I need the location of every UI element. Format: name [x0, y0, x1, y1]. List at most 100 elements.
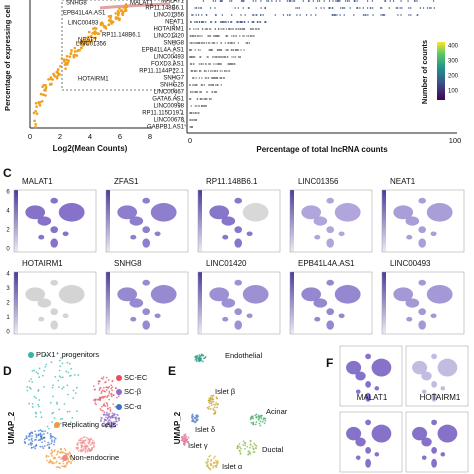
count-dot — [193, 91, 195, 93]
cell — [101, 389, 104, 392]
cell — [187, 441, 190, 443]
count-dot — [208, 63, 210, 65]
cell-cluster — [142, 197, 150, 204]
cell — [41, 441, 44, 444]
count-dot — [214, 91, 217, 93]
cell — [31, 406, 34, 408]
cell — [195, 414, 198, 417]
count-dot — [221, 56, 223, 58]
cell — [56, 403, 58, 405]
cell-cluster — [50, 226, 58, 234]
cell — [214, 403, 217, 406]
cell — [210, 464, 212, 467]
count-dot — [430, 7, 432, 9]
dot — [86, 42, 90, 46]
cell-cluster — [421, 389, 427, 394]
count-dot — [222, 77, 225, 79]
cell — [107, 386, 110, 389]
count-dot — [195, 77, 197, 79]
cell — [102, 376, 105, 378]
cell — [111, 422, 114, 425]
count-dot — [329, 7, 331, 9]
count-dot — [205, 14, 208, 16]
count-dot — [194, 49, 196, 51]
cell-cluster — [412, 426, 428, 441]
count-dot — [381, 7, 383, 9]
dot — [49, 83, 53, 86]
cell — [80, 446, 83, 449]
cell — [30, 444, 33, 446]
cell — [37, 389, 40, 392]
cell — [112, 421, 115, 424]
cell-cluster — [418, 238, 427, 248]
cell — [110, 424, 113, 427]
count-dot — [203, 84, 206, 86]
cell — [48, 427, 50, 430]
cell — [115, 420, 118, 423]
cell-cluster — [431, 353, 437, 360]
cell — [84, 442, 86, 445]
gene-label: SNHG8 — [163, 41, 184, 47]
cell — [67, 371, 70, 374]
cell — [52, 411, 55, 414]
cell — [100, 417, 103, 420]
cell — [101, 405, 103, 408]
cell — [28, 380, 31, 382]
cell — [39, 438, 42, 441]
count-dot — [202, 21, 204, 23]
dot — [114, 12, 118, 15]
cell — [102, 404, 105, 407]
count-dot — [235, 35, 237, 37]
cell — [32, 446, 35, 448]
cell-cluster — [242, 203, 269, 222]
cell-cluster — [365, 447, 371, 454]
scale-tick: 2 — [6, 228, 10, 234]
count-dot — [233, 63, 236, 65]
cell — [35, 415, 37, 418]
cell-cluster — [338, 313, 345, 319]
count-dot — [213, 70, 215, 72]
count-dot — [211, 84, 213, 86]
cell — [53, 441, 56, 444]
cell — [84, 439, 87, 442]
count-dot — [236, 49, 238, 51]
count-dot — [192, 112, 195, 114]
count-dot — [237, 21, 239, 23]
cell — [55, 460, 58, 463]
dot — [63, 63, 67, 66]
dot — [70, 49, 73, 52]
count-dot — [429, 7, 431, 9]
cell — [34, 447, 37, 450]
count-dot — [230, 0, 233, 2]
count-dot — [215, 84, 217, 86]
count-dot — [207, 77, 210, 79]
scale-strip — [198, 272, 202, 334]
dot — [116, 17, 119, 20]
gene-label: SNHG25 — [160, 83, 185, 89]
count-dot — [192, 84, 194, 86]
cell — [46, 444, 49, 446]
cell — [195, 360, 198, 363]
count-dot — [200, 98, 202, 100]
dot — [87, 30, 91, 34]
x-tick-label: 8 — [148, 132, 152, 141]
cell — [111, 416, 114, 419]
dot — [64, 61, 68, 64]
plot-frame — [289, 271, 373, 335]
cell — [66, 354, 69, 356]
count-dot — [393, 0, 395, 2]
x-tick-label: 4 — [88, 132, 92, 141]
count-dot — [211, 49, 213, 51]
cell-cluster — [50, 308, 58, 316]
x-tick-label: 0 — [28, 132, 32, 141]
count-dot — [234, 7, 236, 9]
cell-cluster — [421, 455, 427, 460]
cell — [196, 416, 199, 419]
cell — [93, 441, 96, 444]
count-dot — [198, 35, 200, 37]
dot — [37, 102, 41, 105]
cell — [184, 433, 187, 436]
cell — [103, 418, 106, 421]
cell — [42, 430, 44, 433]
cell-cluster — [431, 381, 437, 388]
